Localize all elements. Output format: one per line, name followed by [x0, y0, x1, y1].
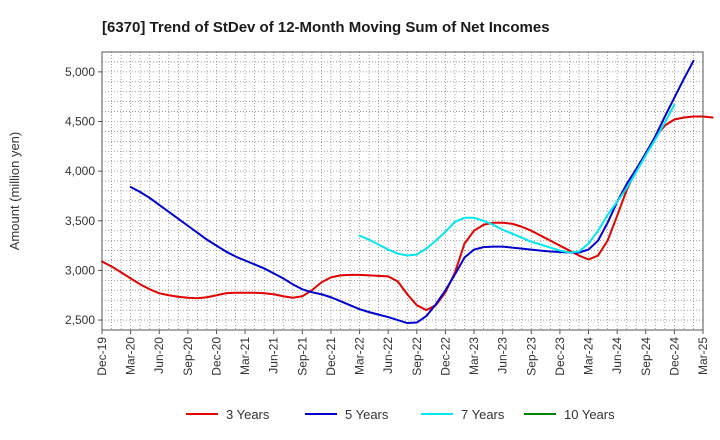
y-tick-label: 3,000	[65, 263, 95, 277]
x-tick-label: Jun-22	[381, 337, 395, 374]
x-tick-label: Dec-24	[667, 337, 681, 376]
chart-title: [6370] Trend of StDev of 12-Month Moving…	[102, 19, 550, 36]
x-tick-label: Sep-22	[410, 337, 424, 376]
x-tick-label: Dec-19	[95, 337, 109, 376]
x-tick-label: Dec-23	[553, 337, 567, 376]
x-tick-label: Dec-20	[209, 337, 223, 376]
series-line	[129, 59, 695, 325]
x-tick-label: Dec-22	[438, 337, 452, 376]
x-tick-label: Jun-21	[267, 337, 281, 374]
legend-label: 10 Years	[564, 407, 615, 422]
y-axis-ticks: 2,500 3,000 3,500 4,000 4,500 5,000	[65, 65, 102, 327]
y-tick-label: 4,000	[65, 164, 95, 178]
x-tick-label: Jun-20	[152, 337, 166, 374]
x-tick-label: Jun-23	[496, 337, 510, 374]
axes	[101, 51, 704, 331]
x-tick-label: Mar-22	[353, 337, 367, 375]
y-tick-label: 2,500	[65, 313, 95, 327]
series-line	[101, 115, 714, 312]
y-tick-label: 5,000	[65, 65, 95, 79]
x-tick-label: Sep-20	[181, 337, 195, 376]
x-tick-label: Sep-21	[295, 337, 309, 376]
grid	[101, 51, 704, 331]
x-axis-ticks: Dec-19 Mar-20 Jun-20 Sep-20 Dec-20 Mar-21 Jun-…	[95, 330, 710, 376]
series-layer	[101, 59, 714, 325]
x-tick-label: Mar-25	[696, 337, 710, 375]
x-tick-label: Jun-24	[610, 337, 624, 374]
x-tick-label: Mar-23	[467, 337, 481, 375]
legend-label: 7 Years	[461, 407, 505, 422]
y-tick-label: 4,500	[65, 115, 95, 129]
x-tick-label: Sep-23	[524, 337, 538, 376]
x-tick-label: Sep-24	[639, 337, 653, 376]
legend-label: 5 Years	[345, 407, 389, 422]
series-line	[358, 103, 676, 257]
x-tick-label: Mar-24	[582, 337, 596, 375]
plot-border	[101, 51, 704, 331]
legend: 3 Years 5 Years 7 Years 10 Years	[186, 407, 615, 422]
y-axis-label: Amount (million yen)	[7, 132, 22, 251]
legend-label: 3 Years	[226, 407, 270, 422]
x-tick-label: Dec-21	[324, 337, 338, 376]
x-tick-label: Mar-21	[238, 337, 252, 375]
y-tick-label: 3,500	[65, 214, 95, 228]
x-tick-label: Mar-20	[124, 337, 138, 375]
